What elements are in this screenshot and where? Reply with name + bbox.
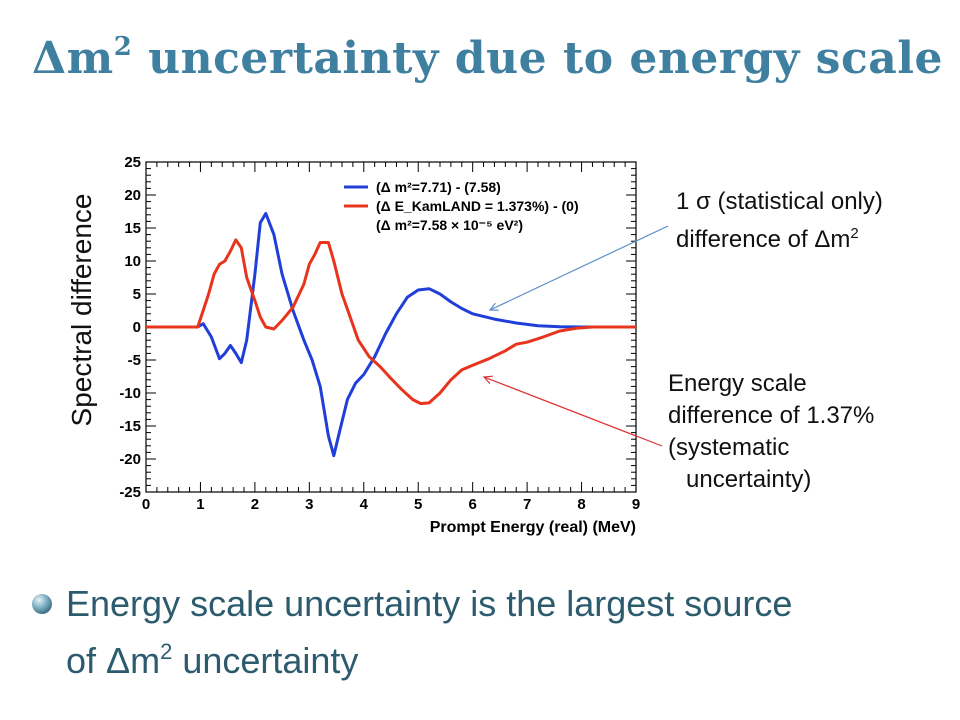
- legend-entry-2: (Δ E_KamLAND = 1.373%) - (0): [376, 198, 579, 214]
- y-tick-label: 10: [124, 253, 141, 270]
- y-tick-label: -20: [119, 451, 141, 468]
- series-line-2: [146, 238, 636, 406]
- x-tick-label: 8: [577, 496, 585, 513]
- series-line-1: [146, 212, 636, 458]
- red-annotation-line3: (systematic: [668, 434, 790, 461]
- x-tick-label: 5: [414, 496, 422, 513]
- page-title: Δm2 uncertainty due to energy scale: [32, 32, 943, 84]
- y-tick-label: -15: [119, 418, 141, 435]
- blue-annotation-line2: difference of Δm2: [676, 225, 859, 253]
- bullet-text: Energy scale uncertainty is the largest …: [66, 583, 793, 681]
- x-tick-label: 0: [142, 496, 150, 513]
- blue-annotation-line1: 1 σ (statistical only): [676, 188, 883, 215]
- x-axis-label: Prompt Energy (real) (MeV): [430, 519, 636, 536]
- x-tick-label: 3: [305, 496, 313, 513]
- y-tick-label: 25: [124, 154, 141, 171]
- blue-annotation: 1 σ (statistical only) difference of Δm2: [676, 186, 883, 256]
- x-tick-label: 7: [523, 496, 531, 513]
- x-tick-label: 2: [251, 496, 259, 513]
- blue-annotation-arrow: [490, 225, 669, 310]
- red-annotation-arrow: [484, 377, 663, 447]
- x-tick-label: 1: [196, 496, 204, 513]
- y-tick-label: 20: [124, 187, 141, 204]
- legend-entry-1: (Δ m²=7.71) - (7.58): [376, 179, 501, 195]
- bullet-sphere-icon: [32, 594, 52, 614]
- y-tick-label: 15: [124, 220, 141, 237]
- y-tick-label: -5: [128, 352, 141, 369]
- x-tick-label: 9: [632, 496, 640, 513]
- x-tick-label: 4: [360, 496, 369, 513]
- y-tick-label: 0: [133, 319, 141, 336]
- legend-entry-3: (Δ m²=7.58 × 10⁻⁵ eV²): [376, 217, 523, 233]
- red-annotation-line1: Energy scale: [668, 370, 807, 397]
- red-annotation-line2: difference of 1.37%: [668, 402, 875, 429]
- spectral-difference-chart: 0 1 2 3 4 5 6 7 8 9 25 20 15 10 5 0 -5 -10 -15 -20 -25 Prompt…: [119, 154, 640, 536]
- y-tick-label: -25: [119, 484, 141, 501]
- red-annotation: Energy scale difference of 1.37% (system…: [668, 368, 874, 496]
- y-tick-label: 5: [133, 286, 141, 303]
- x-tick-label: 6: [468, 496, 476, 513]
- y-tick-label: -10: [119, 385, 141, 402]
- red-annotation-line4: uncertainty): [686, 466, 812, 493]
